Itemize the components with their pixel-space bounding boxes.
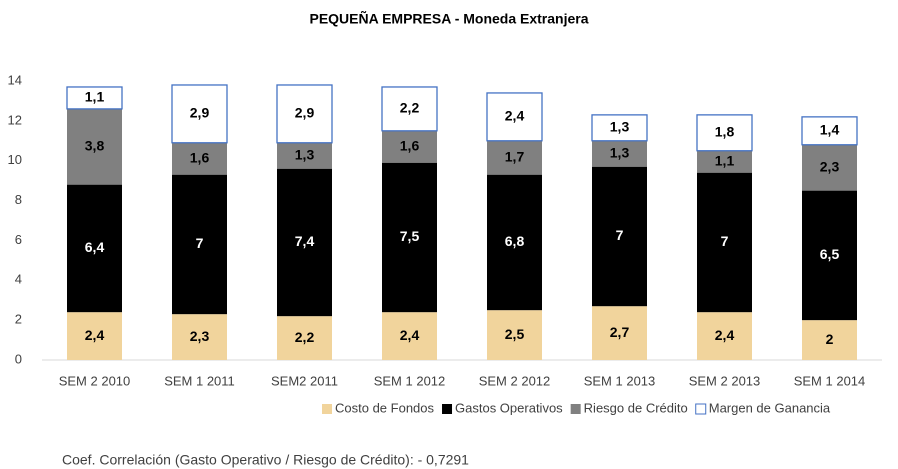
bar-segment	[172, 174, 227, 315]
value-label: 6,5	[820, 246, 840, 262]
value-label: 1,1	[715, 152, 735, 168]
bar-segment	[67, 184, 122, 313]
bar-segment	[171, 84, 228, 144]
value-label: 7	[721, 233, 729, 249]
y-tick-label: 12	[8, 112, 22, 127]
y-tick-label: 10	[8, 152, 22, 167]
bar-segment	[277, 168, 332, 317]
value-label: 6,4	[85, 239, 105, 255]
x-tick-label: SEM 1 2012	[374, 373, 446, 388]
bar-segment	[277, 316, 332, 360]
value-label: 2,4	[400, 327, 420, 343]
bar-segment	[487, 310, 542, 360]
value-label: 2,2	[295, 329, 315, 345]
bar-segment	[172, 314, 227, 360]
y-tick-label: 8	[15, 192, 22, 207]
value-label: 1,3	[610, 119, 630, 135]
bar-segment	[696, 114, 753, 152]
x-tick-label: SEM 1 2011	[164, 373, 235, 388]
bar-segment	[486, 92, 543, 142]
legend-swatch	[322, 404, 332, 414]
value-label: 6,8	[505, 233, 525, 249]
bar-segment	[277, 142, 332, 169]
value-label: 2,9	[190, 105, 210, 121]
value-label: 7	[196, 235, 204, 251]
bar-segment	[382, 130, 437, 163]
legend-label: Costo de Fondos	[335, 400, 435, 415]
value-label: 7	[616, 227, 624, 243]
legend-label: Gastos Operativos	[455, 400, 563, 415]
value-label: 2,4	[715, 327, 735, 343]
annotation: Coef. Correlación (Gasto Operativo / Rie…	[62, 452, 469, 468]
value-label: 2,9	[295, 105, 315, 121]
value-label: 2,3	[190, 328, 210, 344]
bar-segment	[801, 116, 858, 146]
bar-segment	[67, 108, 122, 185]
x-tick-label: SEM2 2011	[271, 373, 338, 388]
legend-swatch	[695, 403, 707, 415]
x-tick-label: SEM 1 2014	[794, 373, 866, 388]
y-tick-label: 14	[8, 72, 22, 87]
value-label: 7,4	[295, 233, 315, 249]
legend-label: Margen de Ganancia	[709, 400, 831, 415]
value-label: 7,5	[400, 228, 420, 244]
bar-segment	[382, 312, 437, 360]
bar-segment	[276, 84, 333, 144]
value-label: 1,3	[610, 144, 630, 160]
legend-swatch	[442, 404, 453, 414]
value-label: 1,4	[820, 122, 840, 138]
value-label: 2,2	[400, 100, 420, 116]
bar-segment	[172, 142, 227, 175]
y-tick-label: 4	[15, 272, 22, 287]
value-label: 2	[826, 331, 834, 347]
bar-segment	[592, 306, 647, 360]
value-label: 2,5	[505, 326, 525, 342]
y-tick-label: 6	[15, 232, 22, 247]
bar-segment	[592, 140, 647, 167]
bar-segment	[591, 114, 648, 142]
bar-segment	[66, 86, 123, 110]
legend-label: Riesgo de Crédito	[584, 400, 688, 415]
chart-title: PEQUEÑA EMPRESA - Moneda Extranjera	[309, 10, 588, 27]
x-tick-label: SEM 2 2010	[59, 373, 131, 388]
y-tick-label: 0	[15, 351, 22, 366]
bar-segment	[697, 172, 752, 313]
bar-segment	[697, 150, 752, 173]
y-tick-label: 2	[15, 312, 22, 327]
bar-segment	[592, 166, 647, 307]
bar-segment	[802, 320, 857, 360]
bar-segment	[382, 162, 437, 313]
value-label: 2,4	[85, 327, 105, 343]
value-label: 2,4	[505, 108, 525, 124]
x-tick-label: SEM 2 2013	[689, 373, 761, 388]
bar-segment	[487, 174, 542, 311]
value-label: 1,7	[505, 148, 525, 164]
bar-segment	[487, 140, 542, 175]
bar-segment	[67, 312, 122, 360]
value-label: 1,6	[190, 149, 210, 165]
bar-segment	[381, 86, 438, 132]
value-label: 1,3	[295, 146, 315, 162]
value-label: 1,6	[400, 137, 420, 153]
value-label: 1,1	[85, 89, 105, 105]
bar-segment	[697, 312, 752, 360]
x-tick-label: SEM 2 2012	[479, 373, 551, 388]
value-label: 2,7	[610, 324, 630, 340]
value-label: 1,8	[715, 124, 735, 140]
bar-segment	[802, 190, 857, 321]
value-label: 3,8	[85, 137, 105, 153]
x-tick-label: SEM 1 2013	[584, 373, 656, 388]
value-label: 2,3	[820, 158, 840, 174]
bar-segment	[802, 144, 857, 191]
legend-swatch	[570, 404, 581, 414]
